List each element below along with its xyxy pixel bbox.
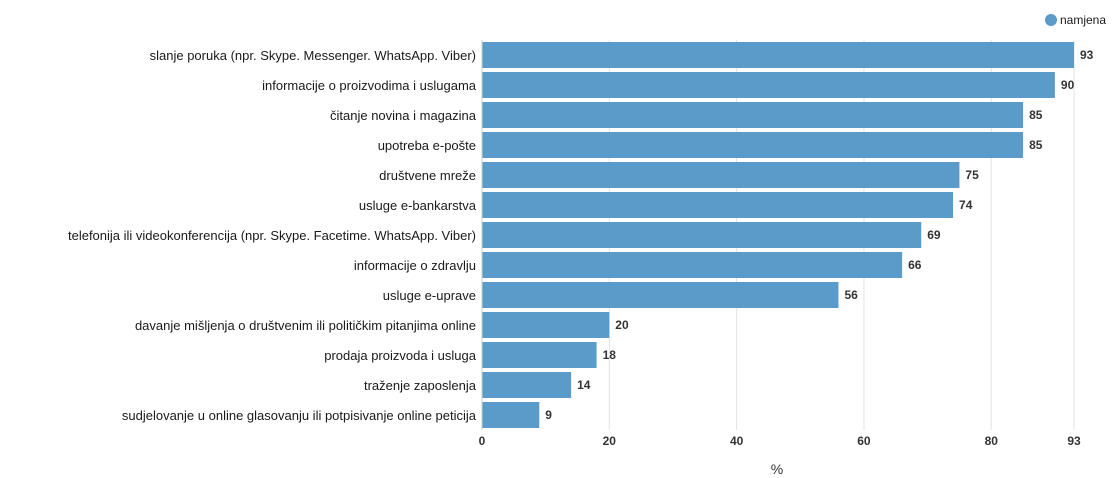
bar[interactable] bbox=[482, 102, 1024, 128]
bar[interactable] bbox=[482, 192, 954, 218]
category-label: čitanje novina i magazina bbox=[330, 108, 477, 123]
category-label: društvene mreže bbox=[379, 168, 476, 183]
x-axis: 0 20 40 60 80 93 bbox=[479, 40, 1081, 448]
legend-label: namjena bbox=[1060, 13, 1106, 27]
x-tick-label: 60 bbox=[857, 434, 871, 448]
category-label: upotreba e-pošte bbox=[378, 138, 476, 153]
bar[interactable] bbox=[482, 402, 540, 428]
category-label: usluge e-uprave bbox=[383, 288, 476, 303]
legend[interactable]: namjena bbox=[1045, 13, 1106, 27]
category-labels: slanje poruka (npr. Skype. Messenger. Wh… bbox=[68, 48, 477, 423]
category-label: prodaja proizvoda i usluga bbox=[324, 348, 477, 363]
data-label: 93 bbox=[1080, 48, 1094, 62]
x-axis-title: % bbox=[771, 461, 783, 477]
category-label: informacije o zdravlju bbox=[354, 258, 476, 273]
x-tick-label: 0 bbox=[479, 434, 486, 448]
x-tick-label: 93 bbox=[1067, 434, 1081, 448]
legend-swatch-icon bbox=[1045, 14, 1057, 26]
bars: 93 90 85 85 75 74 69 66 56 20 18 14 9 bbox=[482, 42, 1094, 428]
data-label: 66 bbox=[908, 258, 922, 272]
data-label: 74 bbox=[959, 198, 973, 212]
bar[interactable] bbox=[482, 252, 903, 278]
category-label: sudjelovanje u online glasovanju ili pot… bbox=[122, 408, 477, 423]
bar[interactable] bbox=[482, 312, 610, 338]
data-label: 14 bbox=[577, 378, 591, 392]
data-label: 20 bbox=[615, 318, 629, 332]
data-label: 9 bbox=[545, 408, 552, 422]
data-label: 18 bbox=[603, 348, 617, 362]
bar[interactable] bbox=[482, 222, 922, 248]
bar[interactable] bbox=[482, 132, 1024, 158]
x-tick-label: 20 bbox=[603, 434, 617, 448]
category-label: traženje zaposlenja bbox=[364, 378, 477, 393]
bar[interactable] bbox=[482, 342, 597, 368]
x-tick-label: 40 bbox=[730, 434, 744, 448]
bar[interactable] bbox=[482, 372, 572, 398]
data-label: 69 bbox=[927, 228, 941, 242]
bar[interactable] bbox=[482, 42, 1074, 68]
bar[interactable] bbox=[482, 282, 839, 308]
category-label: informacije o proizvodima i uslugama bbox=[262, 78, 477, 93]
category-label: usluge e-bankarstva bbox=[359, 198, 477, 213]
x-tick-label: 80 bbox=[985, 434, 999, 448]
data-label: 56 bbox=[844, 288, 858, 302]
category-label: davanje mišljenja o društvenim ili polit… bbox=[135, 318, 476, 333]
category-label: slanje poruka (npr. Skype. Messenger. Wh… bbox=[150, 48, 476, 63]
bar[interactable] bbox=[482, 162, 960, 188]
data-label: 85 bbox=[1029, 138, 1043, 152]
data-label: 85 bbox=[1029, 108, 1043, 122]
bar[interactable] bbox=[482, 72, 1055, 98]
data-label: 75 bbox=[965, 168, 979, 182]
data-label: 90 bbox=[1061, 78, 1075, 92]
category-label: telefonija ili videokonferencija (npr. S… bbox=[68, 228, 476, 243]
